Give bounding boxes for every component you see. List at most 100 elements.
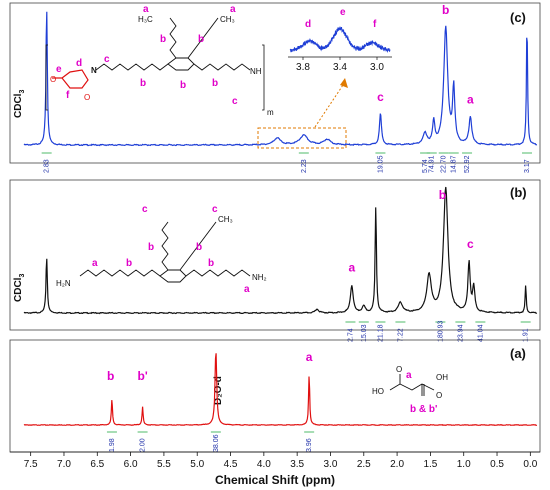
- molecule-c: m O N O H₃C CH₃ NH a a b b b b b c c d: [45, 4, 274, 117]
- mol-c-o-ketone: O: [84, 93, 90, 102]
- mol-c-nh: NH: [250, 67, 262, 76]
- inset-tick-3-8: 3.8: [296, 62, 310, 73]
- mol-c-ch3-right: CH₃: [220, 15, 235, 24]
- inset-label-e: e: [340, 7, 346, 18]
- zoom-region-box: [257, 127, 347, 149]
- mol-a-label-bb: b & b': [410, 404, 437, 415]
- mol-c-label-c1: c: [104, 54, 110, 65]
- x-tick-label-0: 7.5: [24, 459, 38, 470]
- molecule-b: H₂N NH₂ CH₃ a a b b b b c c: [56, 204, 267, 295]
- mol-c-label-b5: b: [212, 78, 218, 89]
- mol-a-o2: O: [436, 391, 442, 400]
- mol-a-o1: O: [396, 365, 402, 374]
- mol-c-ch3-left: H₃C: [138, 15, 153, 24]
- integral-value-c-3: 5.74: [422, 159, 429, 173]
- x-tick-label-12: 1.5: [423, 459, 437, 470]
- mol-c-label-b1: b: [160, 34, 166, 45]
- x-tick-label-3: 6.0: [124, 459, 138, 470]
- integral-value-a-2: 38.06: [213, 434, 220, 452]
- integral-value-c-5: 22.70: [441, 155, 448, 173]
- integral-value-b-0: 2.74: [347, 328, 354, 342]
- mol-c-chain-up-right: [187, 17, 219, 59]
- integral-value-b-2: 21.18: [377, 324, 384, 342]
- peak-label-c-0: c: [377, 90, 384, 104]
- x-axis: 7.5 7.0 6.5 6.0 5.5 5.0 4.5 4.0 3.5 3.0 2.5 2.0 1.5 1…: [10, 451, 540, 487]
- spectrum-c-line: [23, 11, 538, 147]
- mol-c-chain-up-left: [169, 17, 177, 59]
- inset-label-f: f: [373, 19, 377, 30]
- mol-b-chain-left: [79, 269, 161, 277]
- x-tick-label-13: 1.0: [457, 459, 471, 470]
- mol-c-label-b4: b: [180, 80, 186, 91]
- panel-b-frame: [9, 179, 541, 331]
- peak-label-c-1: b: [442, 3, 449, 17]
- mol-b-chain-right: [185, 269, 251, 277]
- zoom-arrow-line: [314, 81, 346, 128]
- mol-b-cyclohexane: [159, 269, 187, 283]
- mol-c-bracket-left: [45, 44, 48, 111]
- integral-value-b-1: 15.03: [361, 324, 368, 342]
- mol-a-ho: HO: [372, 387, 384, 396]
- integral-value-c-6: 14.87: [451, 155, 458, 173]
- panel-b-tag: (b): [510, 185, 527, 200]
- x-tick-label-5: 5.0: [190, 459, 204, 470]
- integral-value-b-7: 1.91: [523, 328, 530, 342]
- x-tick-label-6: 4.5: [224, 459, 238, 470]
- integral-value-c-8: 3.17: [524, 159, 531, 173]
- mol-c-chain-left: [95, 63, 169, 71]
- integral-value-a-0: 1.98: [109, 438, 116, 452]
- inset-bg: [285, 10, 395, 60]
- panel-b-solvent-label: CDCl3: [13, 274, 26, 302]
- mol-b-label-c1: c: [142, 204, 148, 215]
- x-axis-title: Chemical Shift (ppm): [215, 473, 335, 487]
- mol-c-label-c2: c: [232, 96, 238, 107]
- mol-b-label-b3: b: [196, 242, 202, 253]
- molecule-a: HO OH O O a b & b': [372, 365, 448, 415]
- inset-spectrum-line: [289, 26, 391, 53]
- mol-c-chain-right: [193, 63, 251, 71]
- panel-b: (b) CDCl3 a b c 2.74 15.03 21.18 7.22 180.93 23…: [9, 179, 541, 342]
- zoom-arrow-head: [340, 78, 348, 88]
- mol-b-nh2: NH₂: [252, 273, 267, 282]
- mol-c-n: N: [91, 66, 97, 75]
- mol-b-label-c2: c: [212, 204, 218, 215]
- x-tick-label-1: 7.0: [57, 459, 71, 470]
- mol-c-label-a2: a: [230, 4, 236, 15]
- panel-a-tag: (a): [510, 346, 526, 361]
- spectrum-a-line: [23, 353, 538, 427]
- mol-c-label-a1: a: [143, 4, 149, 15]
- x-tick-label-14: 0.5: [490, 459, 504, 470]
- mol-c-label-e: e: [56, 64, 62, 75]
- mol-b-ch3: CH₃: [218, 215, 233, 224]
- integral-value-a-3: 3.96: [306, 438, 313, 452]
- integral-value-b-5: 23.94: [457, 324, 464, 342]
- mol-c-cyclohexane: [167, 57, 195, 71]
- peak-label-b-2: c: [467, 237, 474, 251]
- mol-a-backbone: [389, 383, 435, 391]
- mol-b-label-b2: b: [148, 242, 154, 253]
- integral-value-c-1: 2.23: [301, 159, 308, 173]
- x-tick-label-7: 4.0: [257, 459, 271, 470]
- panel-c-tag: (c): [510, 10, 526, 25]
- x-tick-label-15: 0.0: [523, 459, 537, 470]
- integral-value-b-6: 41.04: [477, 324, 484, 342]
- integral-value-c-0: 2.83: [44, 159, 51, 173]
- inset-tick-3-0: 3.0: [370, 62, 384, 73]
- mol-a-oh: OH: [436, 373, 448, 382]
- mol-c-label-f: f: [66, 90, 70, 101]
- integral-value-a-1: 2.00: [140, 438, 147, 452]
- mol-c-label-d: d: [76, 58, 82, 69]
- peak-label-b-1: b: [439, 188, 446, 202]
- peak-label-a-1: b': [137, 369, 147, 383]
- peak-label-c-2: a: [467, 93, 474, 107]
- mol-b-h2n: H₂N: [56, 279, 71, 288]
- x-tick-label-4: 5.5: [157, 459, 171, 470]
- mol-c-m: m: [267, 108, 274, 117]
- x-tick-label-11: 2.0: [390, 459, 404, 470]
- inset-tick-3-4: 3.4: [333, 62, 347, 73]
- panel-c-solvent-label: CDCl3: [13, 90, 26, 118]
- x-tick-label-10: 2.5: [357, 459, 371, 470]
- mol-c-label-b3: b: [140, 78, 146, 89]
- inset-label-d: d: [305, 19, 311, 30]
- mol-b-label-b1: b: [126, 258, 132, 269]
